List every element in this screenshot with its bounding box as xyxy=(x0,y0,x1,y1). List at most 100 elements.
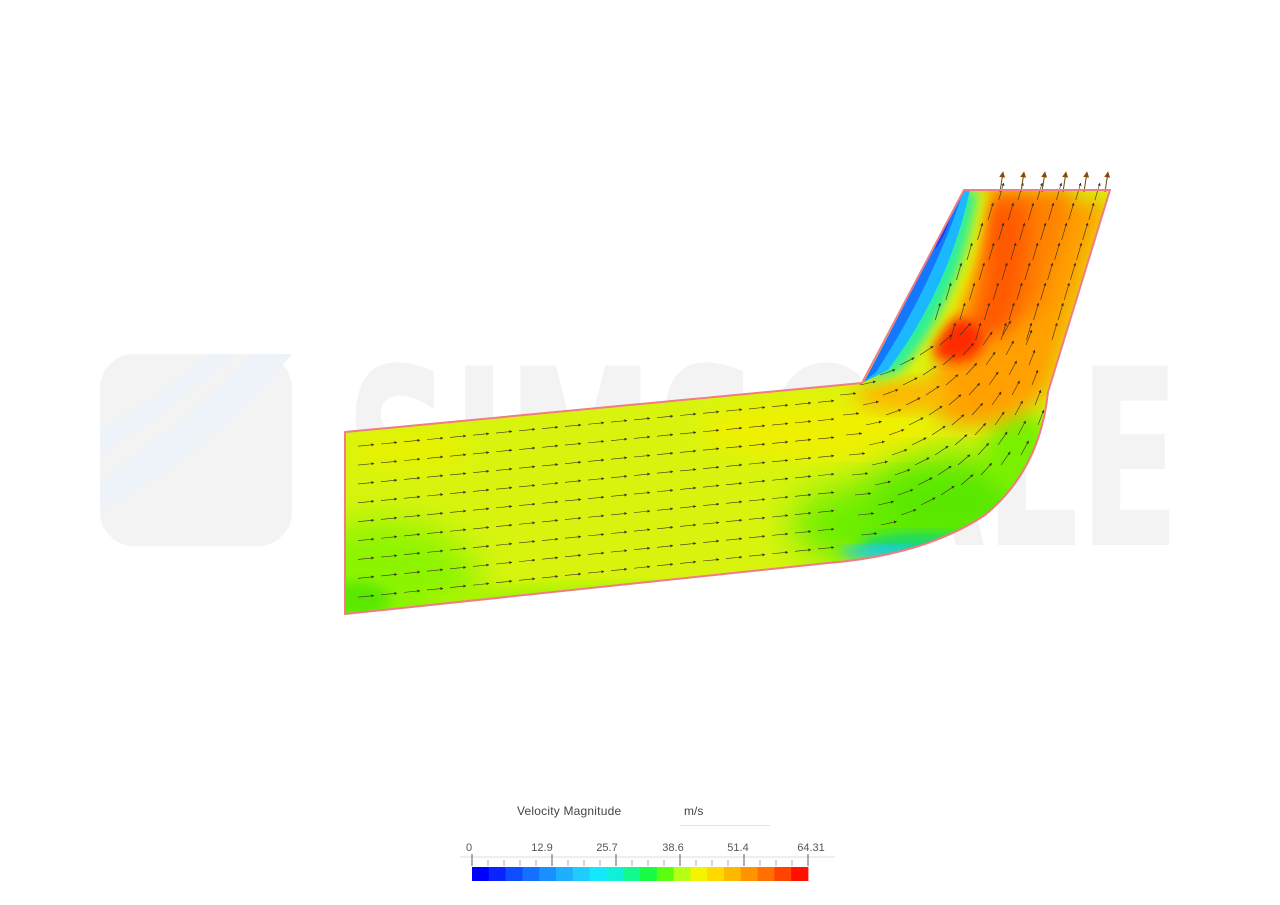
velocity-vector-arrow xyxy=(1033,302,1040,321)
velocity-vector-arrow xyxy=(679,542,697,546)
velocity-vector-arrow xyxy=(1054,242,1061,261)
velocity-vector-arrow xyxy=(1034,389,1042,406)
velocity-vector-arrow xyxy=(974,422,987,436)
legend-color-swatch xyxy=(505,867,523,881)
velocity-vector-arrow xyxy=(977,442,990,456)
velocity-vector-arrow xyxy=(587,514,605,518)
velocity-vector-arrow xyxy=(656,525,674,530)
legend-color-swatch xyxy=(724,867,742,881)
velocity-vector-arrow xyxy=(817,472,835,476)
velocity-vector-arrow xyxy=(610,530,628,534)
velocity-vector-arrow xyxy=(1068,202,1075,221)
velocity-vector-arrow xyxy=(794,475,812,479)
velocity-vector-arrow xyxy=(882,389,899,396)
velocity-vector-arrow xyxy=(900,509,917,516)
velocity-vector-arrow xyxy=(1024,262,1031,281)
velocity-vector-arrow xyxy=(472,488,490,492)
velocity-vector-arrow xyxy=(472,432,490,436)
velocity-vector-arrow xyxy=(380,441,398,445)
velocity-vector-arrow xyxy=(969,282,976,301)
velocity-vector-arrow xyxy=(610,419,628,423)
velocity-vector-arrow xyxy=(702,410,720,414)
velocity-vector-arrow xyxy=(518,558,536,562)
velocity-vector-arrow xyxy=(748,479,766,483)
velocity-vector-arrow xyxy=(426,455,444,459)
velocity-vector-arrow xyxy=(1025,329,1033,346)
velocity-vector-arrow xyxy=(998,182,1005,201)
velocity-vector-arrow xyxy=(587,570,605,574)
velocity-vector-arrow xyxy=(937,465,952,476)
velocity-vector-arrow xyxy=(564,460,582,465)
velocity-vector-arrow xyxy=(541,481,559,485)
velocity-vector-arrow xyxy=(948,394,962,406)
velocity-vector-arrow xyxy=(610,456,628,460)
velocity-vector-arrow xyxy=(771,514,789,518)
velocity-vector-arrow xyxy=(960,474,974,486)
velocity-vector-arrow xyxy=(495,561,513,565)
velocity-vector-arrow xyxy=(495,523,513,527)
velocity-vector-arrow xyxy=(1019,222,1026,241)
velocity-vector-arrow xyxy=(1088,202,1095,221)
velocity-vector-arrow xyxy=(934,445,949,456)
velocity-vector-arrow xyxy=(610,549,628,553)
velocity-vector-arrow xyxy=(587,533,605,537)
velocity-vector-arrow xyxy=(1062,171,1069,193)
velocity-vector-arrow xyxy=(449,584,467,588)
legend-unit[interactable]: m/s xyxy=(684,804,704,818)
velocity-vector-arrow xyxy=(1026,322,1033,341)
legend-color-swatch xyxy=(572,867,590,881)
velocity-vector-arrow xyxy=(959,302,966,321)
velocity-vector-arrow xyxy=(1061,222,1068,241)
legend-color-swatch xyxy=(757,867,775,881)
velocity-vector-arrow xyxy=(897,489,914,496)
velocity-vector-arrow xyxy=(911,437,927,446)
velocity-vector-arrow xyxy=(851,472,869,476)
velocity-vector-arrow xyxy=(564,553,582,558)
velocity-vector-arrow xyxy=(794,493,812,497)
velocity-vector-arrow xyxy=(541,425,559,429)
velocity-vector-arrow xyxy=(702,539,720,543)
unit-selector-underline xyxy=(680,825,770,826)
velocity-vector-arrow xyxy=(610,567,628,571)
velocity-vector-arrow xyxy=(541,537,559,541)
velocity-vector-arrow xyxy=(518,484,536,488)
velocity-vector-arrow xyxy=(472,563,490,567)
velocity-vector-arrow xyxy=(403,533,421,537)
velocity-vector-arrow xyxy=(1008,360,1017,376)
velocity-vector-arrow xyxy=(1075,182,1082,201)
velocity-vector-arrow xyxy=(472,469,490,474)
velocity-vector-arrow xyxy=(988,371,999,386)
velocity-vector-arrow xyxy=(771,477,789,481)
velocity-vector-arrow xyxy=(380,478,398,483)
velocity-vector-arrow xyxy=(357,443,375,447)
velocity-vector-arrow xyxy=(587,458,605,462)
velocity-vector-arrow xyxy=(842,412,860,416)
velocity-vector-arrow xyxy=(725,463,743,467)
legend-title: Velocity Magnitude xyxy=(517,804,622,818)
velocity-vector-arrow xyxy=(1000,322,1007,341)
velocity-vector-arrow xyxy=(854,492,872,496)
velocity-vectors xyxy=(357,171,1111,598)
velocity-vector-arrow xyxy=(940,485,955,496)
velocity-vector-arrow xyxy=(817,491,835,495)
legend-color-swatch xyxy=(707,867,725,881)
velocity-vector-arrow xyxy=(1104,171,1111,193)
velocity-vector-arrow xyxy=(403,495,421,499)
velocity-vector-arrow xyxy=(380,573,398,577)
velocity-vector-arrow xyxy=(725,481,743,486)
velocity-vector-arrow xyxy=(610,437,628,441)
velocity-vector-arrow xyxy=(702,428,720,433)
velocity-vector-arrow xyxy=(982,331,993,346)
velocity-vector-arrow xyxy=(725,518,743,523)
velocity-vector-arrow xyxy=(868,440,885,446)
velocity-vector-arrow xyxy=(449,490,467,495)
velocity-vector-arrow xyxy=(1083,171,1090,193)
velocity-vector-arrow xyxy=(1040,222,1047,241)
velocity-vector-arrow xyxy=(839,392,857,396)
velocity-vector-arrow xyxy=(817,454,835,458)
velocity-vector-arrow xyxy=(920,497,936,506)
velocity-vector-arrow xyxy=(495,505,513,509)
velocity-vector-arrow xyxy=(426,568,444,572)
